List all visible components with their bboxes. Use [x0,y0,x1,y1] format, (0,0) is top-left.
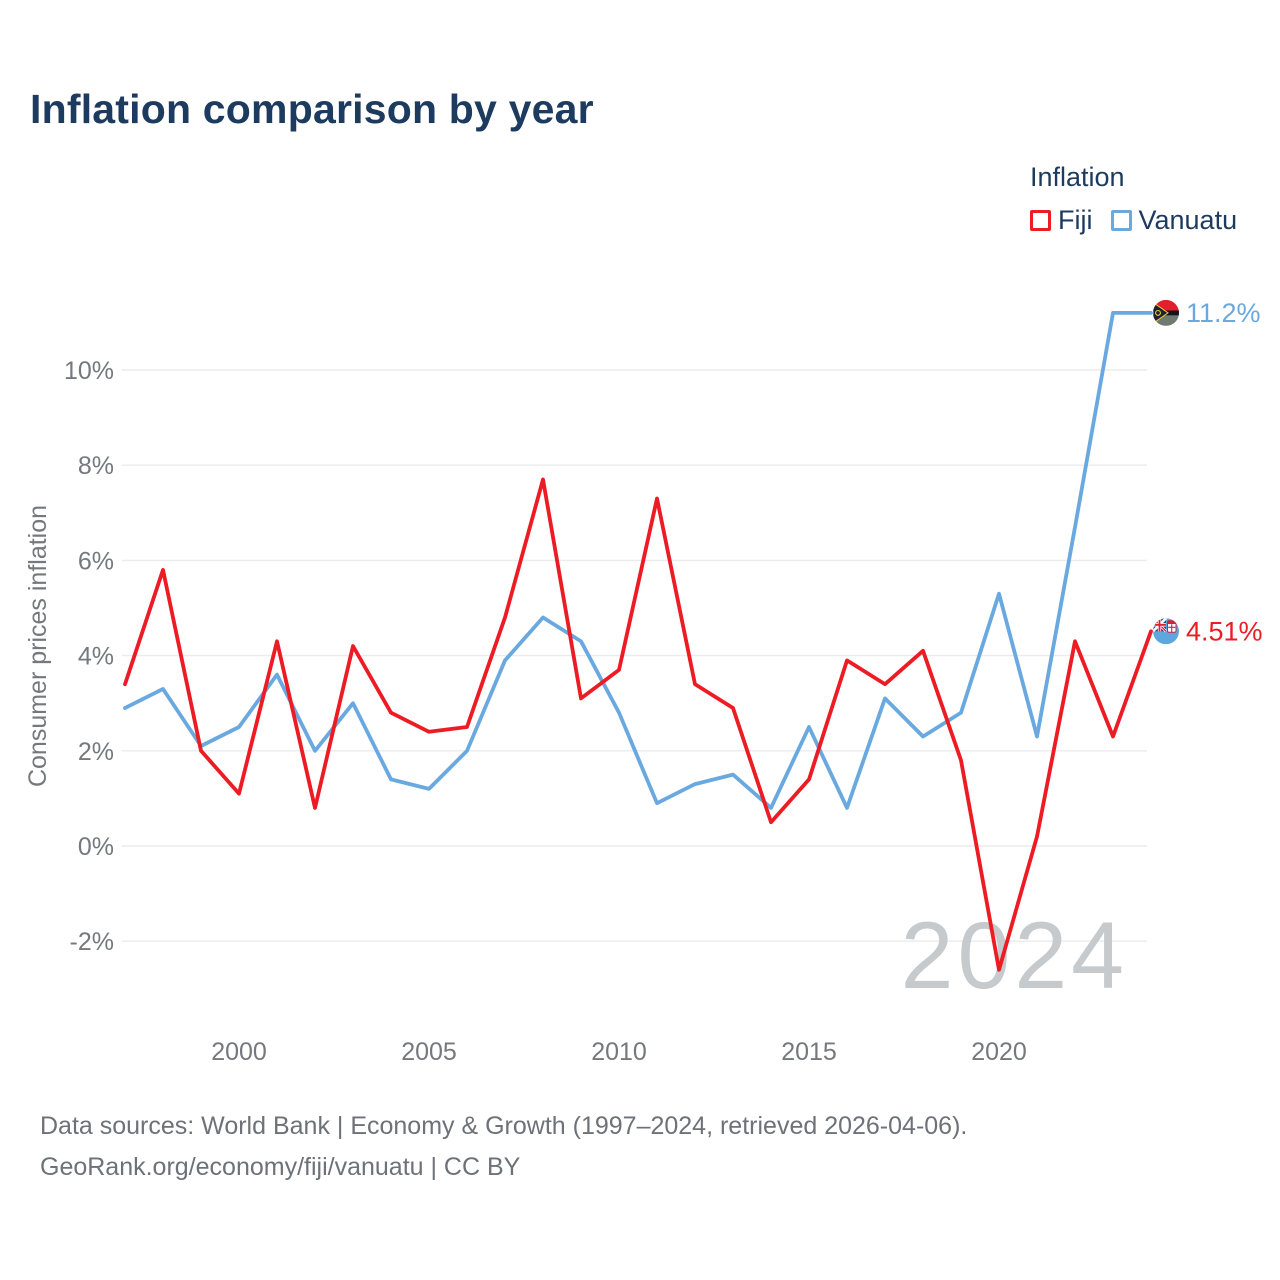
y-tick-label: 8% [78,452,114,480]
footer-link: GeoRank.org/economy/fiji/vanuatu | CC BY [40,1153,521,1181]
vanuatu-end-value-label: 11.2% [1186,298,1261,328]
legend-label-vanuatu: Vanuatu [1138,205,1238,235]
legend-label-fiji: Fiji [1058,205,1093,235]
fiji-line[interactable] [123,477,1153,972]
legend-items: Fiji Vanuatu [1030,205,1237,236]
legend: Inflation Fiji Vanuatu [1030,162,1237,236]
y-axis-title: Consumer prices inflation [24,505,52,787]
x-tick-label: 2005 [401,1038,457,1066]
vanuatu-line[interactable] [123,310,1153,810]
x-tick-label: 2015 [781,1038,837,1066]
vanuatu-flag-icon [1153,299,1179,326]
y-tick-label: 10% [64,357,114,385]
legend-title: Inflation [1030,162,1125,192]
footer: Data sources: World Bank | Economy & Gro… [40,1106,967,1188]
legend-item-fiji[interactable]: Fiji [1030,205,1093,236]
chart-title: Inflation comparison by year [30,86,594,132]
legend-item-vanuatu[interactable]: Vanuatu [1110,205,1238,236]
x-tick-label: 2000 [211,1038,267,1066]
legend-swatch-vanuatu [1110,210,1132,231]
inflation-line-chart: -2% 0% 2% 4% 6% 8% 10% 2000 2005 2010 2015 2020 Cons… [24,298,1263,1066]
fiji-end-value-label: 4.51% [1186,616,1263,646]
footer-sources: Data sources: World Bank | Economy & Gro… [40,1112,968,1140]
y-tick-label: 6% [78,547,114,575]
y-tick-label: 0% [78,833,114,861]
x-tick-label: 2010 [591,1038,647,1066]
y-tick-label: 4% [78,643,114,671]
y-tick-label: -2% [70,928,114,956]
legend-swatch-fiji [1030,210,1051,231]
x-tick-label: 2020 [971,1038,1027,1066]
fiji-flag-icon [1153,618,1179,645]
y-tick-label: 2% [78,738,114,766]
